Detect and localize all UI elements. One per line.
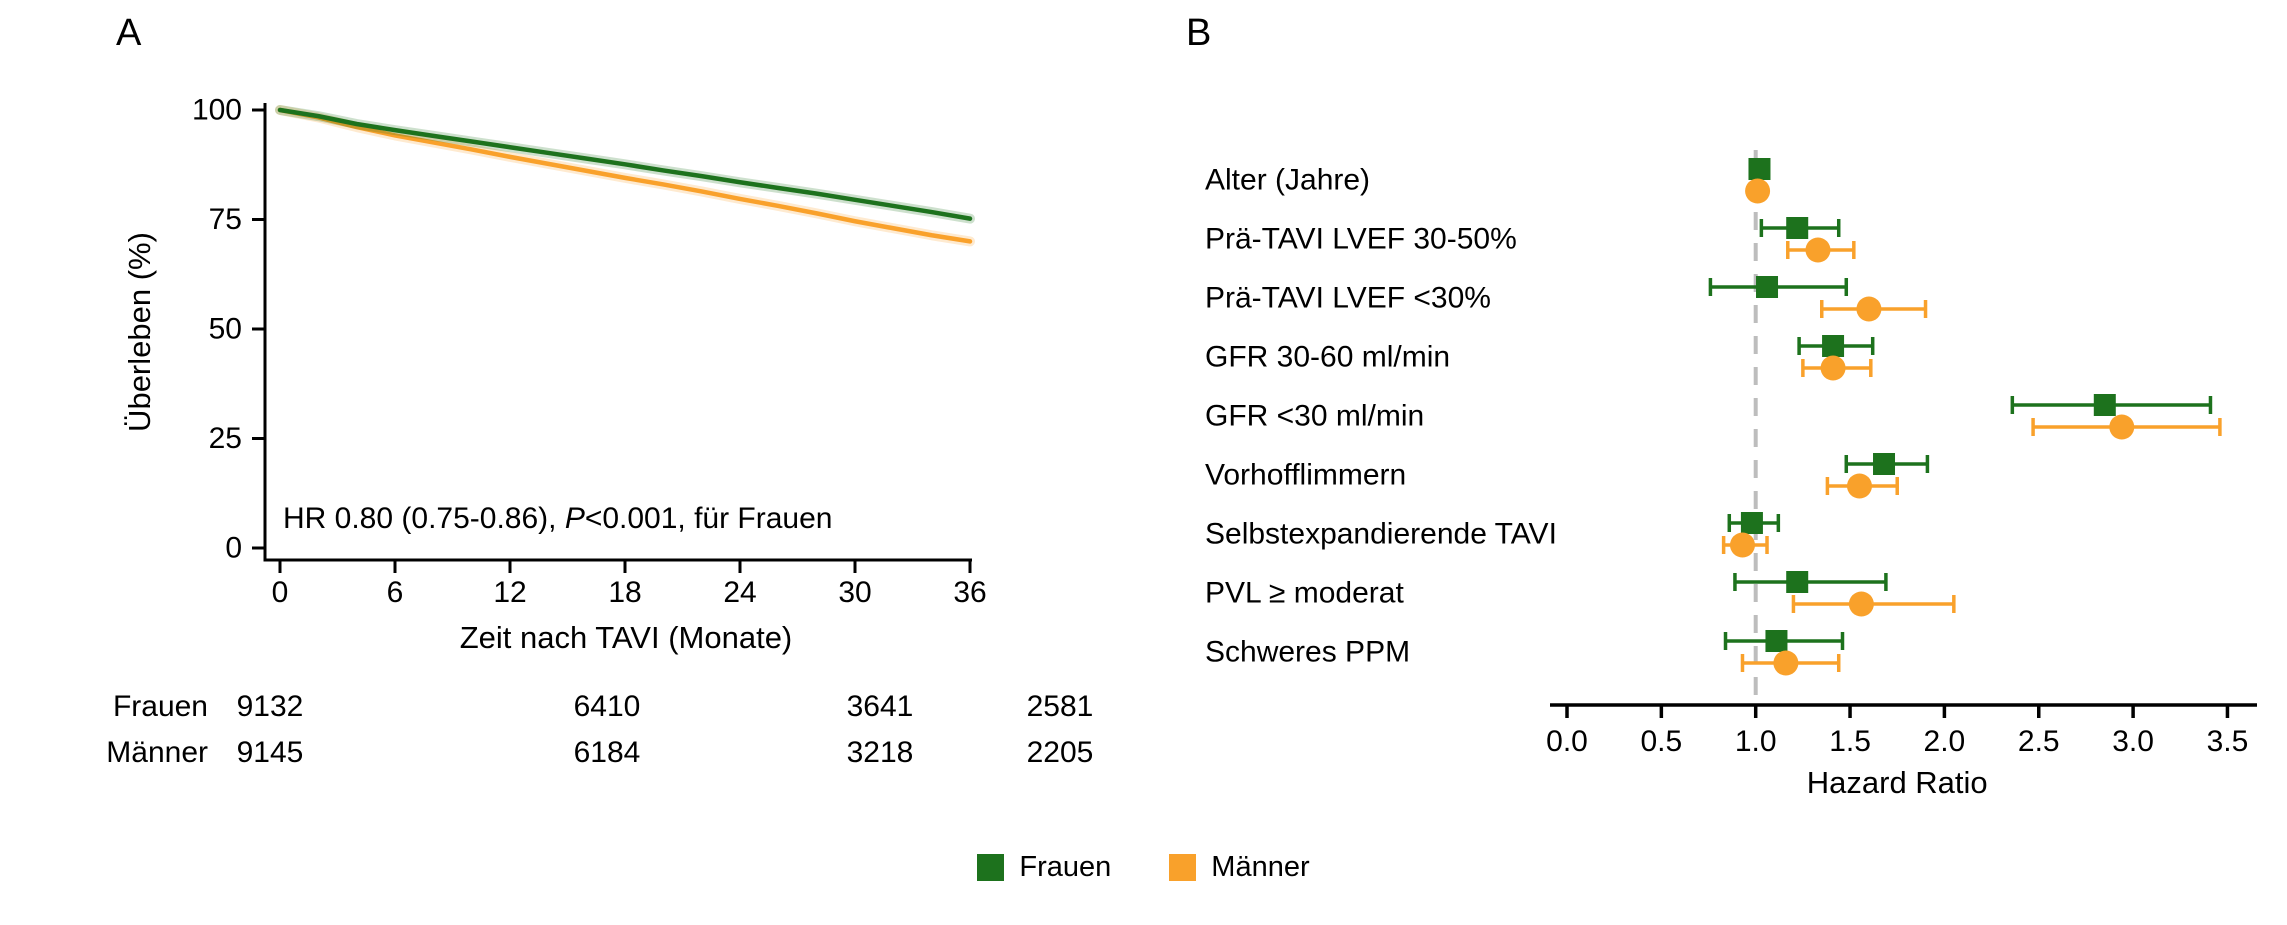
hr-tick-label: 0.0 [1546,725,1588,758]
hr-marker-maenner [1805,237,1831,263]
hr-marker-frauen [1740,512,1763,534]
hr-marker-maenner [1773,650,1799,676]
hr-marker-frauen [2093,394,2116,416]
y-axis-title: Überleben (%) [122,232,157,432]
hr-marker-frauen [1873,453,1896,475]
x-tick-label: 6 [387,576,404,609]
risk-cell: 3218 [846,736,914,769]
km-curve-frauen [277,107,973,221]
forest-row-label: Prä-TAVI LVEF <30% [1205,282,1491,315]
risk-cell: 6184 [573,736,641,769]
legend: Frauen Männer [0,851,2287,884]
hr-marker-frauen [1786,571,1809,593]
hr-marker-maenner [1745,178,1771,204]
forest-row-label: GFR <30 ml/min [1205,400,1424,433]
x-tick-label: 0 [272,576,289,609]
hr-marker-maenner [1848,591,1874,617]
x-tick-label: 12 [493,576,526,609]
risk-cell: 2581 [1026,690,1094,723]
x-tick-label: 30 [838,576,871,609]
hr-tick-label: 1.0 [1735,725,1777,758]
maenner-swatch-icon [1169,854,1197,881]
forest-plot: 0.0 0.5 1.0 1.5 2.0 2.5 3.0 3.5 Hazard Ratio Alte… [1205,150,2257,800]
y-tick-label: 100 [192,94,242,127]
km-hr-annotation: HR 0.80 (0.75-0.86), P<0.001, für Frauen [283,502,833,536]
risk-cell: 9145 [236,736,304,769]
hr-tick-label: 1.5 [1829,725,1871,758]
legend-item-maenner: Männer [1169,851,1310,884]
risk-cell: 3641 [846,690,914,723]
x-tick-label: 18 [608,576,641,609]
x-axis-title: Zeit nach TAVI (Monate) [460,620,793,655]
hr-marker-frauen [1756,276,1779,298]
hr-tick-label: 3.0 [2112,725,2154,758]
km-hr-annotation-post: <0.001, für Frauen [584,502,833,535]
hr-marker-maenner [1729,532,1755,558]
legend-label-frauen: Frauen [1019,851,1112,883]
frauen-swatch-icon [977,854,1005,881]
forest-row-label: Prä-TAVI LVEF 30-50% [1205,223,1517,256]
forest-row-label: GFR 30-60 ml/min [1205,341,1450,374]
risk-cell: 9132 [236,690,304,723]
forest-row-label: PVL ≥ moderat [1205,577,1404,610]
km-curve-männer [277,107,973,244]
risk-row-label-maenner: Männer [106,736,208,769]
forest-row-label: Selbstexpandierende TAVI [1205,518,1557,551]
hr-tick-label: 2.0 [1924,725,1966,758]
forest-row-label: Schweres PPM [1205,636,1410,669]
hr-marker-maenner [2109,414,2135,440]
hr-marker-maenner [1856,296,1882,322]
x-tick-label: 24 [723,576,756,609]
legend-label-maenner: Männer [1211,851,1310,883]
hr-marker-frauen [1822,335,1845,357]
x-tick-label: 36 [953,576,986,609]
hr-marker-maenner [1846,473,1872,499]
hr-tick-label: 3.5 [2207,725,2249,758]
km-plot: 0 25 50 75 100 0 6 12 18 24 30 36 Zeit nach TAVI (Mo… [122,94,987,656]
hr-tick-label: 2.5 [2018,725,2060,758]
hr-axis-title: Hazard Ratio [1807,765,1988,800]
forest-row-label: Alter (Jahre) [1205,164,1370,197]
forest-row-label: Vorhofflimmern [1205,459,1406,492]
y-tick-label: 25 [209,422,242,455]
legend-item-frauen: Frauen [977,851,1111,884]
risk-cell: 2205 [1026,736,1094,769]
panel-a-label: A [116,12,142,54]
y-tick-label: 50 [209,313,242,346]
hr-marker-frauen [1765,630,1788,652]
y-tick-label: 75 [209,203,242,236]
y-tick-label: 0 [225,532,242,565]
panel-b-label: B [1186,12,1212,54]
hr-marker-maenner [1820,355,1846,381]
hr-marker-frauen [1786,217,1809,239]
km-hr-annotation-p: P [564,502,585,535]
risk-cell: 6410 [573,690,641,723]
risk-row-label-frauen: Frauen [112,690,208,723]
km-hr-annotation-pre: HR 0.80 (0.75-0.86), [283,502,565,535]
hr-marker-frauen [1748,158,1771,180]
hr-tick-label: 0.5 [1640,725,1682,758]
